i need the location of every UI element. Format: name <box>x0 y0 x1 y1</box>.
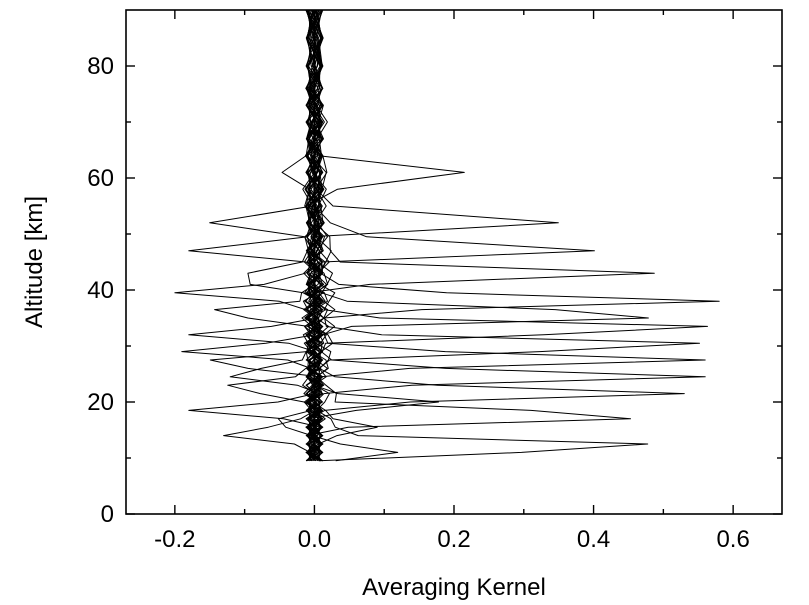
x-axis-label: Averaging Kernel <box>362 574 546 601</box>
kernel-curve <box>305 9 708 462</box>
y-tick-label: 60 <box>87 165 114 192</box>
y-tick-label: 20 <box>87 389 114 416</box>
x-tick-label: 0.0 <box>298 526 331 553</box>
x-tick-label: -0.2 <box>154 526 195 553</box>
tick-labels: -0.2 0.0 0.2 0.4 0.6 0 20 40 60 80 <box>87 53 750 553</box>
kernel-curves <box>174 9 720 462</box>
x-tick-label: 0.4 <box>577 526 610 553</box>
y-axis-label: Altitude [km] <box>21 196 48 328</box>
kernel-curve <box>174 9 324 462</box>
kernel-curve <box>305 9 649 462</box>
kernel-curve <box>305 9 706 462</box>
kernel-curve <box>188 9 324 462</box>
x-tick-label: 0.6 <box>716 526 749 553</box>
kernel-curve <box>188 9 324 461</box>
kernel-curve <box>305 9 720 462</box>
y-tick-label: 40 <box>87 277 114 304</box>
kernel-curve <box>305 9 465 462</box>
y-tick-label: 80 <box>87 53 114 80</box>
kernel-curve <box>305 9 595 461</box>
kernel-curve <box>305 9 655 462</box>
kernel-curve <box>305 9 700 462</box>
kernel-curve <box>305 9 631 462</box>
kernel-curve <box>305 9 706 462</box>
x-tick-label: 0.2 <box>437 526 470 553</box>
y-tick-label: 0 <box>101 501 114 528</box>
kernel-curve <box>181 9 324 461</box>
axis-ticks <box>126 10 782 515</box>
plot-frame <box>125 9 783 515</box>
kernel-curve <box>305 9 559 462</box>
kernel-curve <box>305 9 649 462</box>
kernel-curve <box>188 9 324 462</box>
